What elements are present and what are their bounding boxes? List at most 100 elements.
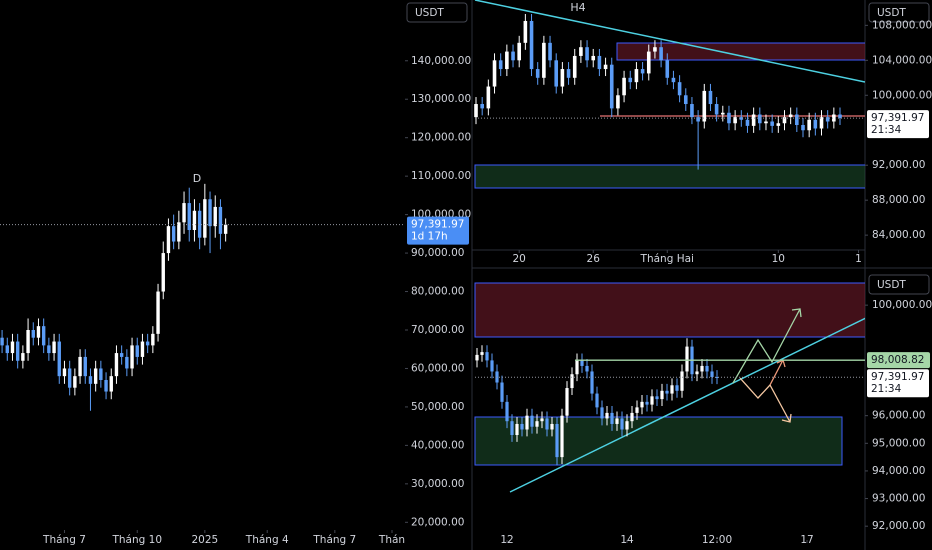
candle-body [635, 407, 639, 413]
candle-body [622, 77, 626, 96]
x-tick-label: 12 [500, 534, 513, 546]
candle-body [770, 121, 774, 126]
candle-body [523, 20, 528, 43]
y-tick-label: 92,000.00 [872, 520, 925, 532]
candle-body [197, 210, 202, 238]
last-price-label: 97,391.97 [871, 112, 924, 124]
x-tick-label: Tháng Hai [640, 253, 694, 265]
candle-body [739, 117, 744, 120]
candle-body [535, 421, 539, 427]
currency-box[interactable] [868, 2, 930, 23]
candle-body [88, 376, 93, 384]
candle-body [187, 203, 191, 230]
candle-body [161, 253, 165, 292]
candle-body [819, 117, 824, 129]
x-tick-label: 10 [772, 253, 785, 265]
candle-body [640, 401, 644, 408]
last-price-box [867, 110, 929, 139]
countdown-label: 1d 17h [411, 231, 448, 243]
candle-body [166, 226, 171, 254]
candle-body [505, 51, 509, 70]
candle-body [671, 77, 676, 83]
candle-body [517, 42, 521, 61]
candle-body [653, 47, 657, 52]
candle-body [665, 60, 670, 78]
candle-body [708, 90, 713, 105]
x-tick-label: 14 [620, 534, 634, 546]
last-price-box [407, 216, 469, 245]
candle-body [630, 412, 634, 422]
candle-body [555, 423, 559, 458]
candle-body [776, 123, 781, 126]
currency-box[interactable] [868, 274, 930, 295]
y-tick-label: 120,000.00 [411, 132, 471, 144]
supply-zone [474, 282, 865, 338]
candle-body [591, 55, 596, 61]
candle-body [540, 418, 544, 422]
x-tick-label: Tháng 7 [42, 534, 86, 546]
x-tick-label: Tháng 10 [111, 534, 162, 546]
candle-body [764, 121, 768, 124]
candle-body [696, 117, 700, 122]
candle-body [485, 352, 489, 361]
candle-body [655, 396, 659, 400]
candle-body [41, 326, 46, 346]
currency-box[interactable] [406, 2, 468, 23]
candle-body [203, 199, 207, 238]
candle-body [492, 60, 497, 87]
candle-body [192, 210, 197, 230]
trend-line [509, 317, 865, 493]
candle-body [572, 55, 577, 78]
candle-body [788, 114, 793, 118]
candle-body [83, 356, 87, 377]
y-tick-label: 20,000.00 [411, 516, 464, 528]
supply-zone [616, 42, 865, 61]
candle-body [474, 104, 478, 118]
candle-body [634, 69, 639, 83]
candle-body [710, 371, 714, 377]
trend-line [474, 0, 865, 83]
last-price-label: 97,391.97 [411, 219, 464, 231]
candle-body [104, 380, 108, 392]
candle-body [590, 371, 594, 394]
candle-body [595, 393, 599, 408]
candle-body [565, 388, 569, 416]
candle-body [213, 206, 217, 227]
y-tick-label: 110,000.00 [411, 170, 471, 182]
candle-body [119, 353, 124, 357]
candle-body [646, 51, 651, 74]
candle-body [782, 117, 787, 124]
candle-body [535, 69, 540, 78]
candle-body [702, 90, 707, 122]
candle-body [520, 423, 524, 430]
candle-body [545, 418, 549, 430]
candle-body [751, 114, 756, 126]
candle-body [525, 415, 529, 430]
candle-body [677, 82, 682, 96]
y-tick-label: 140,000.00 [411, 55, 471, 67]
candle-body [670, 385, 674, 394]
candle-body [93, 368, 98, 384]
candle-body [510, 421, 514, 436]
currency-label: USDT [415, 7, 444, 19]
level-label: 98,008.82 [871, 354, 924, 366]
y-tick-label: 30,000.00 [411, 478, 464, 490]
timeframe-annotation: D [193, 172, 201, 185]
candle-body [140, 341, 145, 357]
candle-body [542, 42, 546, 78]
currency-label: USDT [877, 7, 906, 19]
candle-body [5, 345, 9, 354]
candle-body [727, 112, 731, 124]
candle-body [151, 333, 155, 346]
level-box [867, 352, 930, 369]
y-tick-label: 94,000.00 [872, 465, 925, 477]
arrow-head [791, 308, 802, 318]
candle-body [807, 119, 811, 131]
candle-body [47, 345, 51, 354]
candle-body [10, 341, 15, 354]
candle-body [177, 222, 181, 242]
candle-body [0, 337, 4, 346]
candle-body [73, 376, 77, 388]
